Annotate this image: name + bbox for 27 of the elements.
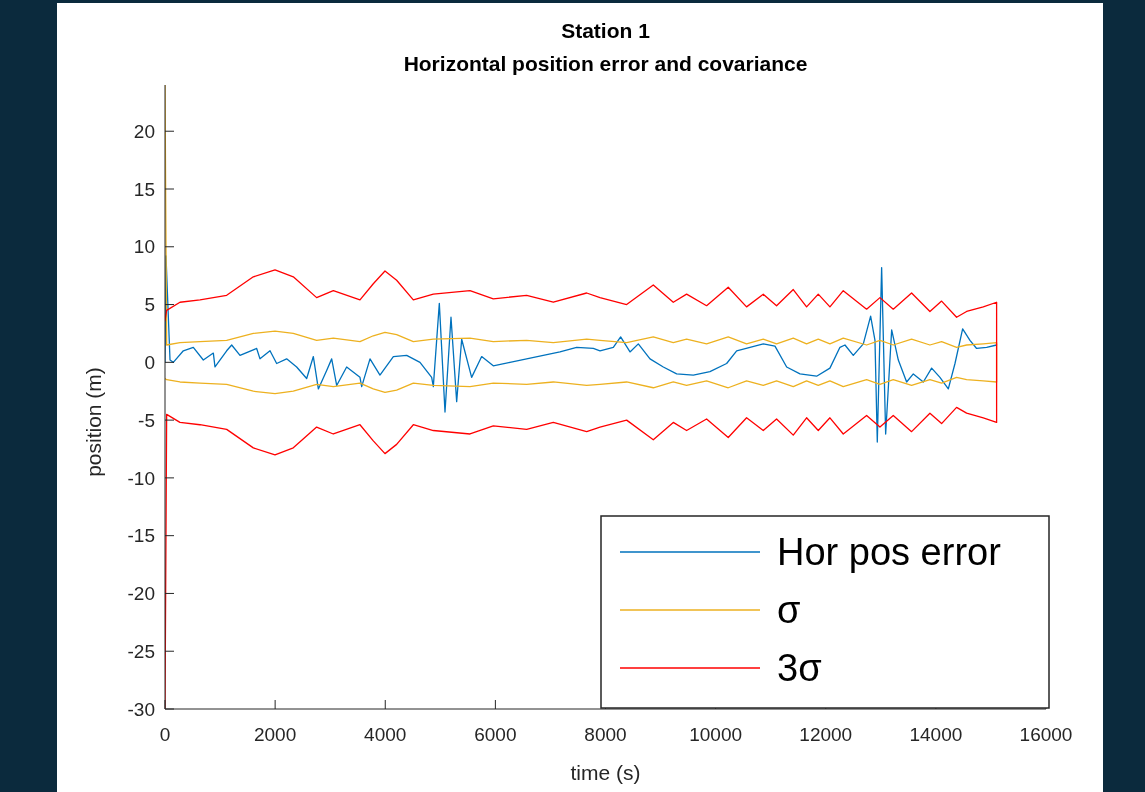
x-tick-label: 14000: [909, 724, 963, 745]
x-tick-label: 0: [159, 724, 171, 745]
x-tick-label: 16000: [1019, 724, 1073, 745]
chart-subtitle: Horizontal position error and covariance: [403, 52, 808, 75]
x-tick-label: 6000: [474, 724, 517, 745]
legend-label: 3σ: [777, 647, 822, 690]
x-tick-label: 2000: [253, 724, 297, 745]
y-tick-label: 20: [133, 120, 155, 142]
y-tick-label: -15: [127, 525, 155, 547]
y-tick-label: 5: [144, 294, 155, 316]
legend-label: σ: [777, 589, 801, 632]
y-tick-label: 0: [144, 351, 155, 373]
x-tick-label: 12000: [799, 724, 853, 745]
y-tick-label: -25: [127, 640, 155, 662]
y-tick-label: -20: [127, 583, 155, 605]
x-axis-title: time (s): [570, 761, 641, 784]
y-tick-label: 15: [133, 178, 155, 200]
x-tick-label: 10000: [689, 724, 743, 745]
y-axis-title: position (m): [82, 367, 105, 477]
chart-title: Station 1: [561, 19, 651, 42]
y-tick-label: -5: [138, 409, 155, 431]
x-tick-label: 8000: [584, 724, 627, 745]
y-tick-label: -10: [127, 467, 155, 489]
y-tick-label: -30: [127, 698, 155, 720]
x-tick-label: 4000: [364, 724, 407, 745]
y-tick-label: 10: [133, 236, 155, 258]
legend-label: Hor pos error: [777, 531, 1002, 574]
